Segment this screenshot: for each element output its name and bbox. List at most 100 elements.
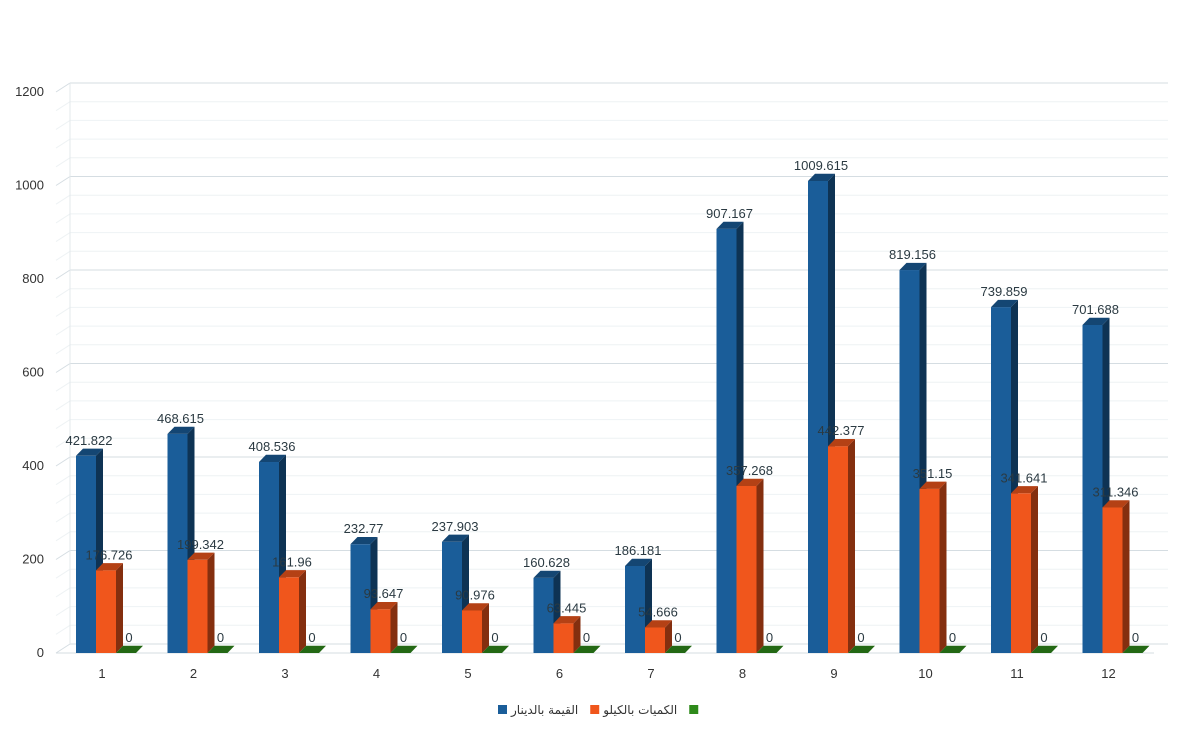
x-axis: 1 2 3 4 5 6 7 8 9 10 11 12 [98, 666, 1115, 681]
major-gridline-depth [55, 550, 71, 560]
legend-item-1[interactable]: القيمة بالدينار [498, 703, 578, 718]
legend: القيمة بالدينار الكميات بالكيلو [498, 703, 699, 718]
data-label-s3-4: 0 [400, 630, 407, 645]
minor-gridline-depth [55, 306, 71, 317]
data-label-s3-11: 0 [1040, 630, 1047, 645]
bar-front [187, 559, 208, 653]
minor-gridline-depth [55, 475, 71, 486]
data-label-s3-1: 0 [125, 630, 132, 645]
bar-top [1011, 486, 1038, 494]
minor-gridline-depth [55, 531, 71, 542]
bar-front [96, 570, 116, 653]
minor-gridline-depth [55, 568, 71, 579]
bar-s2-7 [645, 620, 672, 653]
data-label-s1-1: 421.822 [66, 433, 113, 448]
legend-swatch [590, 705, 600, 714]
data-label-s1-10: 819.156 [889, 247, 936, 262]
data-label-s1-2: 468.615 [157, 411, 204, 426]
minor-gridline-depth [55, 437, 71, 448]
bar-top [259, 454, 286, 463]
bar-front [370, 609, 391, 653]
bar-top [828, 438, 855, 447]
bar-front [1102, 507, 1123, 653]
bar-top [279, 570, 306, 578]
bar-top [207, 645, 235, 653]
major-gridline-depth [55, 643, 71, 654]
legend-item-2[interactable]: الكميات بالكيلو [590, 703, 677, 718]
bar-top [848, 645, 875, 653]
bar-top [116, 645, 143, 653]
major-gridline-depth [55, 363, 71, 373]
bar-s2-1 [96, 563, 123, 653]
bar-front [645, 627, 665, 653]
minor-gridline-depth [55, 232, 71, 243]
bar-top [736, 478, 764, 486]
y-tick-label: 400 [22, 458, 44, 473]
bar-front [1011, 493, 1031, 653]
data-label-s2-3: 161.96 [272, 554, 312, 569]
data-label-s3-12: 0 [1132, 630, 1139, 645]
bar-s2-2 [187, 552, 215, 653]
data-label-s3-6: 0 [583, 630, 590, 645]
major-gridline-depth [55, 82, 71, 93]
bar-top [1102, 500, 1130, 508]
bar-front [808, 181, 828, 653]
legend-item-3[interactable] [689, 705, 699, 714]
bar-front [625, 565, 645, 653]
data-label-s1-8: 907.167 [706, 206, 753, 221]
bar-s3-11 [1031, 645, 1058, 653]
bar-top [1082, 317, 1110, 325]
data-label-s2-4: 93.647 [364, 586, 404, 601]
x-tick-label: 12 [1101, 666, 1115, 681]
bar-top [716, 221, 744, 229]
minor-gridline-depth [55, 119, 71, 130]
bar-top [1122, 645, 1150, 653]
x-tick-label: 10 [918, 666, 932, 681]
bar-front [279, 577, 299, 653]
x-tick-label: 11 [1010, 666, 1024, 681]
data-label-s1-5: 237.903 [432, 519, 479, 534]
data-label-s1-11: 739.859 [981, 284, 1028, 299]
bar-side [665, 620, 672, 653]
bar-front [167, 433, 188, 653]
bar-front [350, 544, 371, 653]
bar-top [390, 645, 418, 653]
x-tick-label: 2 [190, 666, 197, 681]
bar-front [828, 446, 848, 653]
legend-swatch [498, 705, 507, 714]
minor-gridline-depth [55, 381, 71, 392]
bar-s2-4 [370, 602, 398, 653]
y-tick-label: 800 [22, 271, 44, 286]
bar-top [350, 536, 378, 545]
data-label-s3-10: 0 [949, 630, 956, 645]
minor-gridline-depth [55, 138, 71, 149]
minor-gridline-depth [55, 157, 71, 168]
bar-side [116, 563, 123, 653]
legend-swatch [689, 705, 699, 714]
x-tick-label: 9 [830, 666, 837, 681]
bar-top [442, 534, 469, 542]
bar-s3-4 [390, 645, 418, 653]
bar-front [442, 541, 462, 653]
data-label-s3-5: 0 [491, 630, 498, 645]
data-label-s2-6: 63.445 [547, 600, 587, 615]
minor-gridline-depth [55, 512, 71, 523]
bar-top [899, 262, 927, 271]
data-label-s2-10: 351.15 [913, 466, 953, 481]
bar-s3-12 [1122, 645, 1150, 653]
minor-gridline-depth [55, 624, 71, 635]
data-label-s1-12: 701.688 [1072, 302, 1119, 317]
bar-s3-3 [299, 645, 326, 653]
data-label-s1-4: 232.77 [344, 521, 384, 536]
y-axis: 0 200 400 600 800 1000 1200 [15, 84, 44, 660]
y-tick-label: 200 [22, 552, 44, 567]
data-label-s3-8: 0 [766, 630, 773, 645]
bar-front [533, 577, 554, 653]
bar-top [167, 426, 195, 434]
data-label-s1-7: 186.181 [615, 543, 662, 558]
bar-top [76, 448, 103, 456]
data-labels: 421.822 176.726 0 468.615 199.342 0 408.536 161… [66, 158, 1140, 645]
data-label-s3-9: 0 [857, 630, 864, 645]
